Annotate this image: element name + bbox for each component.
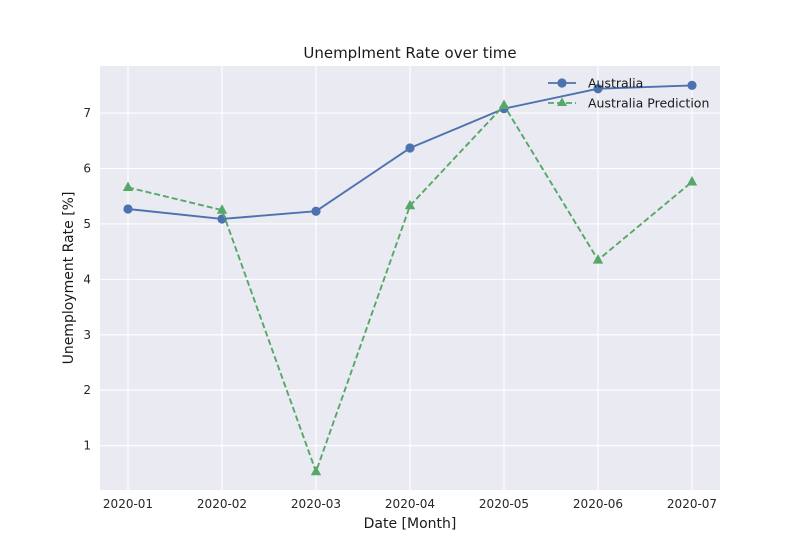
legend-entry-australia-prediction: Australia Prediction [548, 96, 709, 111]
x-tick-label: 2020-05 [479, 497, 529, 511]
y-tick-label: 7 [83, 106, 91, 120]
chart-title: Unemplment Rate over time [303, 44, 516, 62]
legend-label-australia: Australia [588, 76, 643, 91]
grid [100, 66, 720, 490]
data-point-australia-prediction [404, 199, 416, 210]
data-point-australia-prediction [310, 465, 322, 476]
data-point-australia-prediction [592, 254, 604, 264]
x-tick-label: 2020-04 [385, 497, 435, 511]
data-point-australia-prediction [122, 181, 134, 191]
y-tick-label: 6 [83, 162, 91, 176]
y-tick-label: 1 [83, 439, 91, 453]
data-point-australia [311, 206, 321, 216]
legend-marker-australia-prediction [557, 97, 567, 106]
legend-entry-australia: Australia [548, 76, 643, 91]
y-tick-label: 3 [83, 328, 91, 342]
x-tick-label: 2020-01 [103, 497, 153, 511]
x-tick-label: 2020-02 [197, 497, 247, 511]
data-point-australia [687, 80, 697, 90]
legend-marker-australia [557, 78, 567, 88]
y-axis-label: Unemployment Rate [%] [61, 192, 77, 365]
x-tick-labels: 2020-01 2020-02 2020-03 2020-04 2020-05 2020-… [103, 497, 717, 511]
data-point-australia-prediction [498, 99, 510, 109]
data-point-australia [405, 143, 415, 153]
x-tick-label: 2020-07 [667, 497, 717, 511]
x-axis-label: Date [Month] [364, 516, 457, 532]
x-tick-label: 2020-03 [291, 497, 341, 511]
legend: Australia Australia Prediction [548, 76, 709, 111]
y-tick-label: 5 [83, 217, 91, 231]
x-tick-label: 2020-06 [573, 497, 623, 511]
y-tick-label: 2 [83, 383, 91, 397]
series-layer [122, 80, 698, 476]
y-tick-label: 4 [83, 272, 91, 286]
data-point-australia [593, 84, 603, 94]
data-point-australia [123, 204, 133, 214]
data-point-australia-prediction [686, 176, 698, 186]
data-point-australia-prediction [216, 204, 228, 214]
data-point-australia [217, 214, 227, 224]
y-tick-labels: 1 2 3 4 5 6 7 [83, 106, 91, 453]
legend-label-australia-prediction: Australia Prediction [588, 96, 709, 111]
